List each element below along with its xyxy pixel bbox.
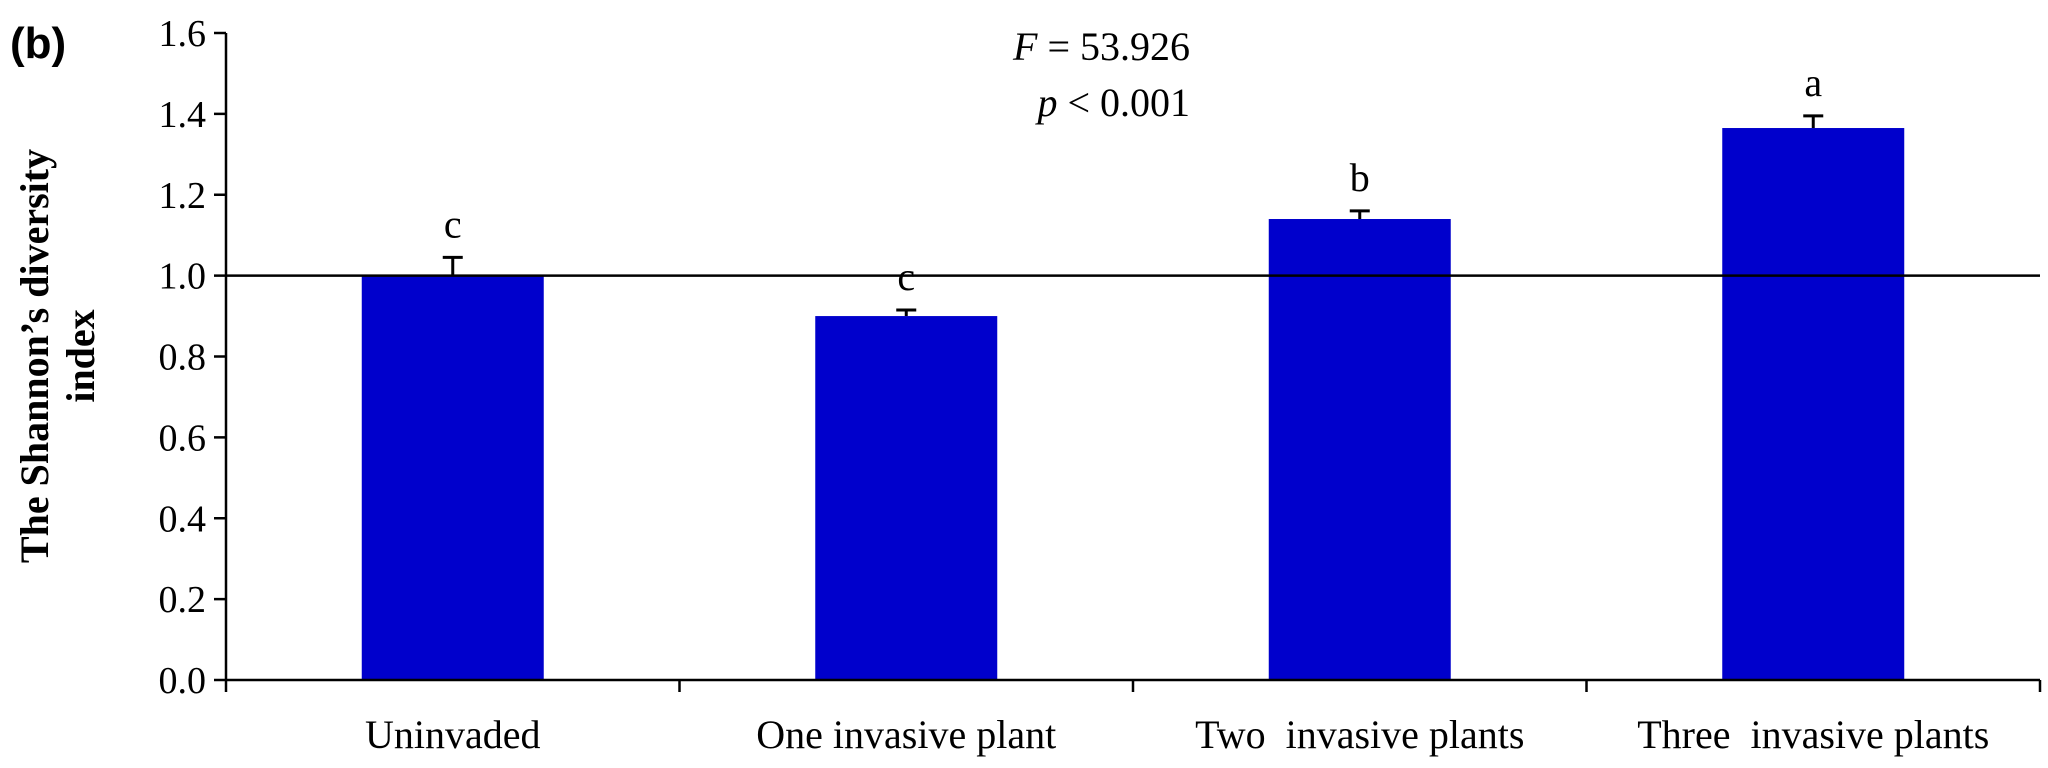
y-tick-label: 0.0 [159, 660, 207, 702]
y-axis-title: The Shannon’s diversity index [12, 149, 103, 563]
x-tick-label: One invasive plant [756, 712, 1056, 757]
p-value: p < 0.001 [1034, 80, 1190, 125]
plot-area: ccba0.00.20.40.60.81.01.21.41.6Uninvaded… [159, 13, 2042, 757]
y-tick-label: 0.6 [159, 417, 207, 459]
significance-letter: b [1350, 155, 1370, 200]
x-tick-label: Three invasive plants [1637, 712, 1989, 757]
y-tick-label: 1.4 [159, 94, 207, 136]
x-tick-label: Uninvaded [365, 712, 541, 757]
y-axis-title-line-2: index [58, 309, 103, 402]
y-tick-label: 1.2 [159, 175, 207, 217]
y-tick-label: 1.0 [159, 256, 207, 298]
bar [361, 275, 544, 680]
y-tick-label: 1.6 [159, 13, 207, 55]
bar [815, 316, 998, 680]
f-statistic: F = 53.926 [1012, 24, 1190, 69]
significance-letter: c [444, 201, 462, 246]
y-tick-label: 0.2 [159, 579, 207, 621]
bar [1722, 128, 1905, 680]
x-tick-label: Two invasive plants [1195, 712, 1524, 757]
y-axis-title-line-1: The Shannon’s diversity [12, 149, 57, 563]
significance-letter: a [1804, 60, 1822, 105]
panel-label: (b) [10, 19, 66, 68]
bar [1268, 219, 1451, 680]
y-tick-label: 0.4 [159, 498, 207, 540]
y-tick-label: 0.8 [159, 337, 207, 379]
